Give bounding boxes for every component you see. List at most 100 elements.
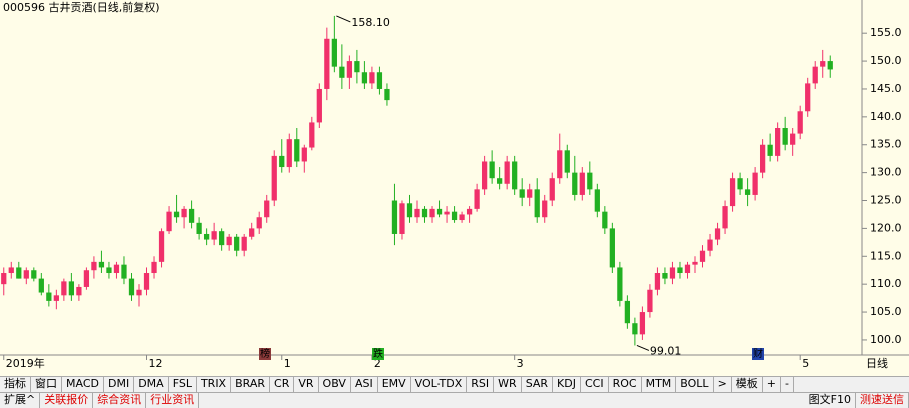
candle-body bbox=[474, 189, 480, 209]
marker-label: 财 bbox=[753, 347, 763, 360]
indicator-tab[interactable]: DMA bbox=[134, 377, 169, 392]
y-tick-label: 120.0 bbox=[870, 221, 902, 234]
indicator-tab[interactable]: SAR bbox=[522, 377, 554, 392]
indicator-tab[interactable]: OBV bbox=[319, 377, 351, 392]
candle-body bbox=[136, 289, 142, 296]
y-tick-label: 100.0 bbox=[870, 333, 902, 346]
indicator-tab[interactable]: > bbox=[714, 377, 732, 392]
x-tick-label: 12 bbox=[149, 357, 163, 370]
candle-body bbox=[557, 150, 563, 179]
y-tick-label: 140.0 bbox=[870, 110, 902, 123]
info-link[interactable]: 图文F10 bbox=[805, 393, 856, 408]
info-link[interactable]: 扩展^ bbox=[0, 393, 41, 408]
candle-body bbox=[151, 261, 157, 274]
info-link[interactable]: 综合资讯 bbox=[93, 393, 147, 408]
y-tick-label: 145.0 bbox=[870, 82, 902, 95]
indicator-tab[interactable]: MTM bbox=[642, 377, 677, 392]
info-link[interactable]: 测速送信 bbox=[856, 393, 909, 408]
candle-body bbox=[549, 178, 555, 201]
x-tick-label: 2019年 bbox=[6, 356, 45, 370]
period-label: 日线 bbox=[866, 356, 888, 370]
candle-body bbox=[113, 264, 120, 274]
candle-body bbox=[399, 203, 405, 234]
chart: 000596 古井贡酒(日线,前复权) 日线 100.0105.0110.011… bbox=[0, 0, 909, 372]
candle-body bbox=[181, 208, 187, 218]
info-link[interactable]: 关联报价 bbox=[40, 393, 94, 408]
candle-body bbox=[241, 236, 247, 251]
candle-body bbox=[68, 281, 75, 296]
candle-body bbox=[534, 189, 540, 218]
candle-body bbox=[76, 286, 82, 296]
high-annotation: 158.10 bbox=[351, 16, 390, 29]
candle-body bbox=[1, 273, 7, 285]
candle-body bbox=[714, 228, 721, 240]
candle-body bbox=[647, 289, 653, 313]
indicator-tab[interactable]: WR bbox=[494, 377, 522, 392]
candle-body bbox=[188, 208, 195, 223]
indicator-tab[interactable]: 模板 bbox=[732, 377, 763, 392]
indicator-tab[interactable]: BOLL bbox=[676, 377, 714, 392]
candle-body bbox=[752, 172, 758, 195]
candle-body bbox=[256, 217, 262, 229]
candle-body bbox=[759, 144, 766, 173]
indicator-tab[interactable]: 指标 bbox=[0, 377, 31, 392]
indicator-tab[interactable]: 窗口 bbox=[31, 377, 62, 392]
indicator-tab[interactable]: CCI bbox=[581, 377, 609, 392]
candle-body bbox=[211, 231, 217, 240]
indicator-tab[interactable]: RSI bbox=[467, 377, 495, 392]
background bbox=[0, 0, 909, 372]
candle-body bbox=[384, 88, 390, 101]
info-link[interactable]: 行业资讯 bbox=[146, 393, 200, 408]
indicator-tab[interactable]: CR bbox=[270, 377, 295, 392]
candle-body bbox=[519, 189, 525, 198]
candle-body bbox=[316, 88, 322, 123]
indicator-tab[interactable]: VR bbox=[294, 377, 319, 392]
candle-body bbox=[572, 172, 578, 195]
candle-body bbox=[219, 231, 225, 246]
marker-box bbox=[752, 348, 764, 360]
indicator-tab[interactable]: ASI bbox=[351, 377, 378, 392]
candle-body bbox=[564, 150, 570, 173]
candle-body bbox=[820, 61, 826, 67]
candle-body bbox=[489, 161, 495, 179]
candle-body bbox=[654, 273, 661, 290]
indicator-tab[interactable]: - bbox=[781, 377, 794, 392]
candle-body bbox=[744, 189, 751, 195]
indicator-tab[interactable]: TRIX bbox=[197, 377, 232, 392]
indicator-tab[interactable]: EMV bbox=[378, 377, 411, 392]
candle-body bbox=[16, 267, 22, 279]
indicator-tab[interactable]: DMI bbox=[104, 377, 135, 392]
candle-body bbox=[301, 147, 307, 162]
indicator-tabs: 指标 窗口 MACD DMI DMA FSL TRIX BRAR CR VR OBV ASI EMV VO… bbox=[0, 376, 909, 392]
candle-body bbox=[106, 267, 112, 274]
candle-body bbox=[542, 200, 548, 218]
candle-body bbox=[309, 122, 315, 148]
indicator-tab[interactable]: + bbox=[763, 377, 781, 392]
candle-body bbox=[46, 292, 52, 301]
candle-body bbox=[812, 66, 818, 84]
candle-body bbox=[346, 61, 353, 78]
candle-body bbox=[361, 72, 368, 84]
candle-body bbox=[324, 38, 330, 89]
candle-body bbox=[271, 155, 277, 201]
candle-body bbox=[429, 208, 435, 218]
candle-body bbox=[692, 261, 698, 265]
candle-body bbox=[196, 222, 202, 234]
indicator-tab[interactable]: BRAR bbox=[231, 377, 271, 392]
candle-body bbox=[662, 273, 668, 279]
indicator-tab[interactable]: MACD bbox=[62, 377, 104, 392]
indicator-tab[interactable]: ROC bbox=[609, 377, 642, 392]
candle-body bbox=[639, 312, 646, 335]
candle-body bbox=[249, 228, 255, 237]
candle-body bbox=[286, 139, 292, 168]
candle-body bbox=[722, 206, 728, 229]
indicator-tab[interactable]: KDJ bbox=[553, 377, 581, 392]
candle-body bbox=[512, 161, 518, 190]
low-annotation: 99.01 bbox=[650, 344, 682, 357]
indicator-tab[interactable]: FSL bbox=[169, 377, 197, 392]
candle-body bbox=[579, 172, 585, 195]
candle-body bbox=[707, 239, 713, 251]
candle-body bbox=[23, 270, 29, 279]
annotation-arrow bbox=[336, 15, 351, 23]
indicator-tab[interactable]: VOL-TDX bbox=[411, 377, 468, 392]
